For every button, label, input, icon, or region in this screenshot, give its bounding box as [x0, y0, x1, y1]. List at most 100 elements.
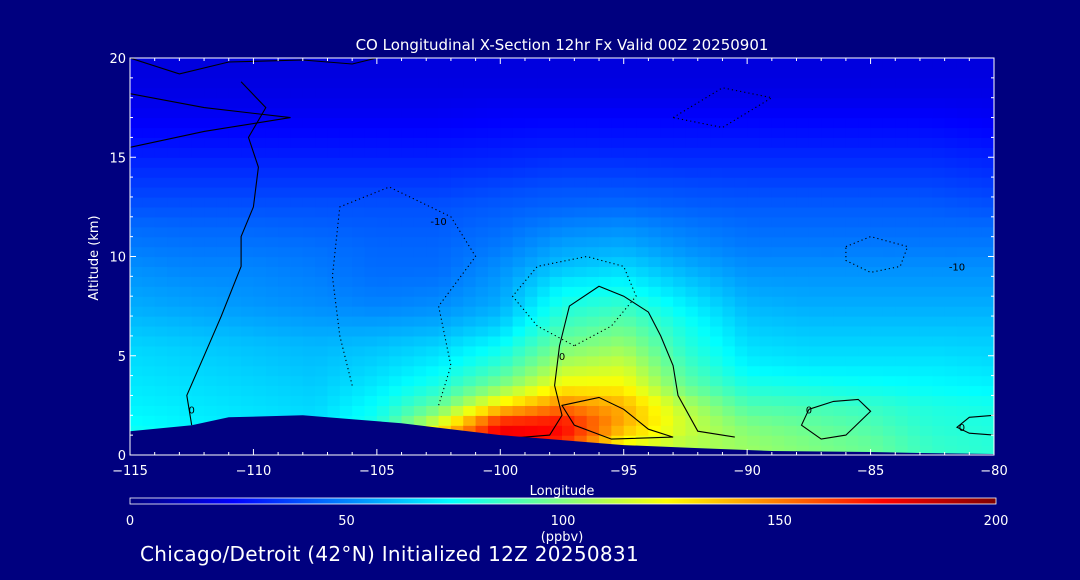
heat-cell: [352, 97, 366, 109]
heat-cell: [512, 157, 526, 168]
heat-cell: [167, 117, 180, 129]
heat-cell: [833, 345, 847, 357]
heat-cell: [956, 107, 970, 119]
heat-cell: [438, 137, 452, 148]
heat-cell: [302, 97, 316, 109]
heat-cell: [586, 425, 600, 436]
heat-cell: [204, 177, 217, 188]
heat-cell: [154, 246, 168, 258]
heat-cell: [932, 187, 946, 198]
heat-cell: [401, 365, 415, 377]
heat-cell: [364, 137, 378, 148]
heat-cell: [364, 286, 378, 297]
heat-cell: [611, 316, 625, 327]
heat-cell: [932, 425, 946, 436]
heat-cell: [413, 206, 427, 218]
heat-cell: [734, 107, 748, 119]
heat-cell: [265, 206, 279, 218]
heat-cell: [339, 196, 353, 208]
heat-cell: [833, 405, 847, 416]
heat-cell: [771, 137, 785, 148]
heat-cell: [747, 335, 761, 347]
heat-cell: [327, 246, 341, 258]
heat-cell: [981, 147, 994, 158]
heat-cell: [697, 316, 711, 327]
heat-cell: [759, 77, 773, 89]
heat-cell: [290, 276, 304, 287]
heat-cell: [574, 226, 588, 238]
heat-cell: [327, 67, 341, 79]
heat-cell: [611, 395, 625, 406]
heat-cell: [154, 157, 168, 168]
heat-cell: [611, 375, 625, 387]
heat-cell: [475, 67, 489, 79]
heat-cell: [969, 425, 983, 436]
heat-cell: [413, 276, 427, 287]
heat-cell: [228, 345, 242, 357]
heat-cell: [981, 395, 994, 406]
heat-cell: [216, 107, 230, 119]
heat-cell: [870, 445, 884, 455]
heat-cell: [611, 405, 625, 416]
heat-cell: [808, 296, 822, 307]
heat-cell: [376, 206, 390, 218]
heat-cell: [426, 157, 440, 168]
heat-cell: [524, 415, 538, 426]
heat-cell: [130, 365, 143, 377]
heat-cell: [636, 286, 649, 297]
heat-cell: [389, 325, 403, 337]
heat-cell: [771, 375, 785, 387]
heat-cell: [771, 67, 785, 79]
heat-cell: [882, 226, 896, 238]
heat-cell: [537, 266, 551, 277]
heat-cell: [216, 355, 230, 367]
heat-cell: [401, 385, 415, 397]
heat-cell: [932, 405, 946, 416]
heat-cell: [821, 316, 835, 327]
heat-cell: [956, 296, 970, 307]
heat-cell: [500, 405, 514, 416]
heat-cell: [191, 187, 205, 198]
heat-cell: [364, 157, 378, 168]
heat-cell: [623, 395, 637, 406]
heat-cell: [833, 335, 847, 347]
heat-cell: [636, 415, 649, 426]
heat-cell: [919, 127, 933, 138]
heat-cell: [907, 345, 921, 357]
heat-cell: [858, 435, 872, 446]
heat-cell: [524, 256, 538, 268]
heat-cell: [376, 177, 390, 188]
heat-cell: [796, 365, 810, 377]
heat-cell: [364, 147, 378, 158]
heat-cell: [130, 415, 143, 426]
heat-cell: [327, 58, 341, 69]
heat-cell: [265, 236, 279, 248]
heat-cell: [759, 157, 773, 168]
heat-cell: [167, 137, 180, 148]
heat-cell: [364, 296, 378, 307]
heat-cell: [253, 137, 267, 148]
heat-cell: [919, 425, 933, 436]
heat-cell: [710, 187, 724, 198]
heat-cell: [487, 187, 501, 198]
heat-cell: [191, 137, 205, 148]
heat-cell: [784, 67, 798, 79]
heat-cell: [907, 246, 921, 258]
heat-cell: [562, 256, 575, 268]
heat-cell: [327, 316, 341, 327]
heat-cell: [821, 226, 835, 238]
heat-cell: [648, 206, 662, 218]
heat-cell: [364, 58, 378, 69]
heat-cell: [253, 167, 267, 178]
heat-cell: [747, 226, 761, 238]
heat-cell: [845, 77, 859, 89]
heat-cell: [685, 107, 699, 119]
heat-cell: [512, 296, 526, 307]
heat-cell: [586, 296, 600, 307]
heat-cell: [278, 385, 292, 397]
heat-cell: [216, 266, 230, 277]
heat-cell: [673, 325, 687, 337]
heat-cell: [475, 137, 489, 148]
heat-cell: [932, 365, 946, 377]
heat-cell: [623, 405, 637, 416]
